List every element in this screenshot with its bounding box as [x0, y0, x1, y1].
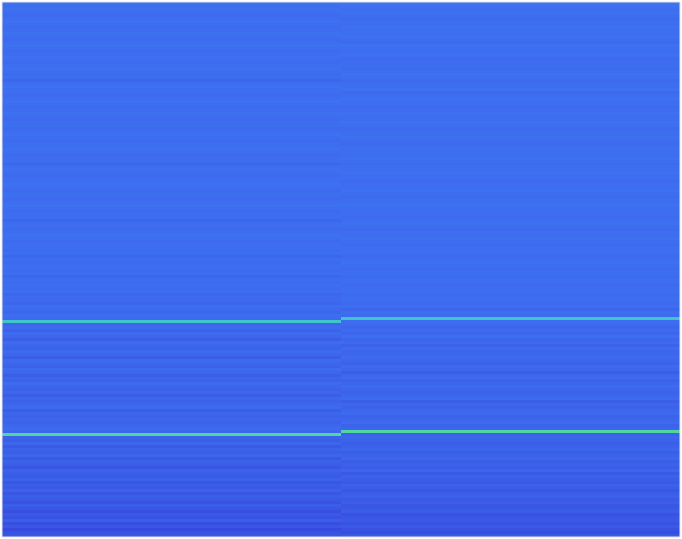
heatmap-cells — [2, 2, 680, 537]
heatmap-chart — [0, 0, 682, 539]
plot-frame — [2, 2, 680, 537]
chart-container — [0, 0, 682, 539]
